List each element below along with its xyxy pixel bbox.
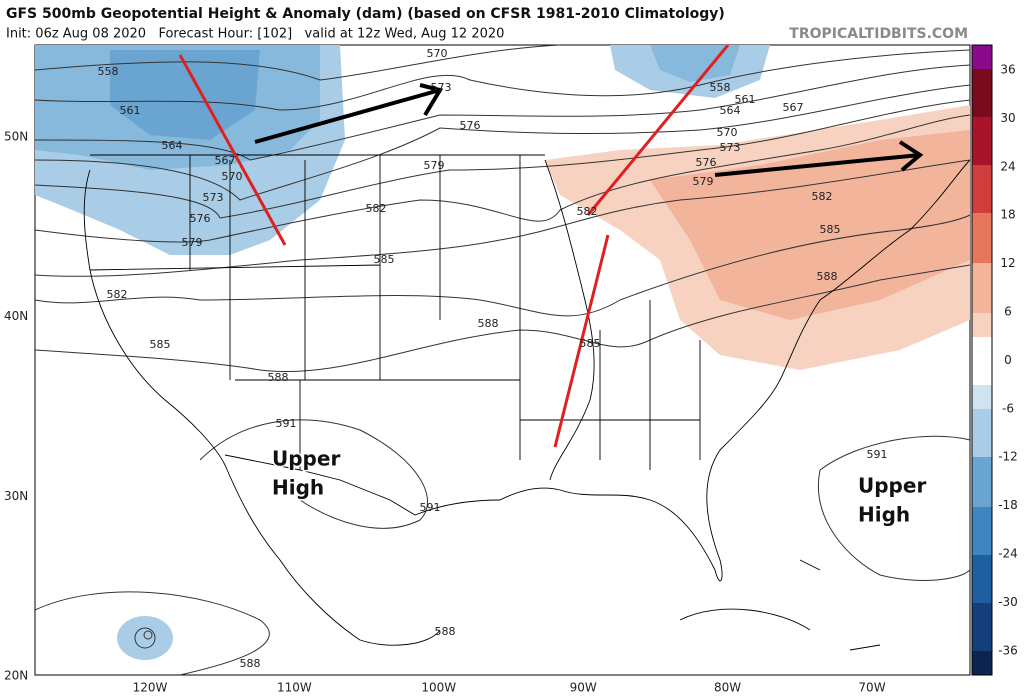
contour-label: 582 [577, 205, 598, 218]
contour-label: 588 [240, 657, 261, 670]
colorbar-label: -6 [1002, 401, 1014, 415]
anomaly-negative [650, 45, 740, 82]
latitude-label: 30N [4, 489, 28, 503]
colorbar-label: -12 [998, 450, 1018, 464]
longitude-label: 70W [858, 681, 885, 695]
colorbar-label: -36 [998, 643, 1018, 657]
colorbar-label: 6 [1004, 305, 1012, 319]
contour-label: 576 [460, 119, 481, 132]
colorbar-label: 0 [1004, 353, 1012, 367]
anomaly-negative [110, 50, 260, 140]
contour-label: 591 [867, 448, 888, 461]
axis-labels: 50N 40N 30N 20N 120W 110W 100W 90W 80W 70W [4, 130, 886, 695]
colorbar-label: -24 [998, 547, 1018, 561]
contour-labels: 5585615645675705735765795705735765795825… [98, 47, 888, 670]
contour-label: 582 [366, 202, 387, 215]
contour-label: 570 [427, 47, 448, 60]
colorbar-label: -18 [998, 498, 1018, 512]
subtitle: Init: 06z Aug 08 2020 Forecast Hour: [10… [6, 27, 504, 42]
contour-label: 573 [203, 191, 224, 204]
colorbar-label: 18 [1000, 208, 1015, 222]
contour-label: 567 [215, 154, 236, 167]
contour-label: 558 [98, 65, 119, 78]
annotation: Upper [858, 474, 926, 498]
height-contours [34, 44, 971, 676]
colorbar-label: 12 [1000, 256, 1015, 270]
annotation: High [858, 503, 910, 527]
contour-label: 564 [162, 139, 183, 152]
contour-label: 567 [783, 101, 804, 114]
longitude-label: 90W [570, 681, 597, 695]
contour-label: 561 [120, 104, 141, 117]
colorbar-label: 30 [1000, 111, 1015, 125]
contour-label: 585 [374, 253, 395, 266]
anomaly-positive [650, 130, 970, 320]
contour-label: 558 [710, 81, 731, 94]
contour-label: 570 [717, 126, 738, 139]
longitude-label: 110W [277, 681, 312, 695]
annotation: High [272, 476, 324, 500]
contour-label: 588 [435, 625, 456, 638]
map-area: 5585615645675705735765795705735765795825… [34, 44, 971, 676]
contour-label: 576 [190, 212, 211, 225]
analysis-lines [178, 44, 924, 448]
longitude-label: 100W [421, 681, 456, 695]
latitude-label: 40N [4, 309, 28, 323]
contour-label: 582 [812, 190, 833, 203]
contour-label: 579 [182, 236, 203, 249]
contour-label: 585 [150, 338, 171, 351]
contour-label: 588 [817, 270, 838, 283]
colorbar-label: -30 [998, 595, 1018, 609]
contour-label: 588 [268, 371, 289, 384]
contour-label: 591 [420, 501, 441, 514]
contour-label: 585 [580, 337, 601, 350]
contour-label: 582 [107, 288, 128, 301]
contour-label: 585 [820, 223, 841, 236]
annotation: Upper [272, 447, 340, 471]
geography [83, 154, 971, 651]
contour-label: 576 [696, 156, 717, 169]
colorbar: 36 30 24 18 12 6 0 -6 -12 -18 -24 -30 -36 [971, 44, 1018, 676]
longitude-label: 120W [133, 681, 168, 695]
colorbar-label: 36 [1000, 63, 1015, 77]
contour-label: 570 [222, 170, 243, 183]
latitude-label: 20N [4, 669, 28, 683]
contour-label: 564 [720, 104, 741, 117]
contour-label: 579 [424, 159, 445, 172]
contour-label: 579 [693, 175, 714, 188]
longitude-label: 80W [714, 681, 741, 695]
latitude-label: 50N [4, 130, 28, 144]
colorbar-label: 24 [1000, 159, 1015, 173]
contour-label: 591 [276, 417, 297, 430]
credit: TROPICALTIDBITS.COM [789, 26, 968, 42]
title: GFS 500mb Geopotential Height & Anomaly … [6, 6, 725, 22]
contour-label: 573 [431, 81, 452, 94]
annotations: Upper High Upper High [271, 445, 928, 528]
contour-label: 588 [478, 317, 499, 330]
contour-label: 573 [720, 141, 741, 154]
contour-label: 561 [735, 93, 756, 106]
